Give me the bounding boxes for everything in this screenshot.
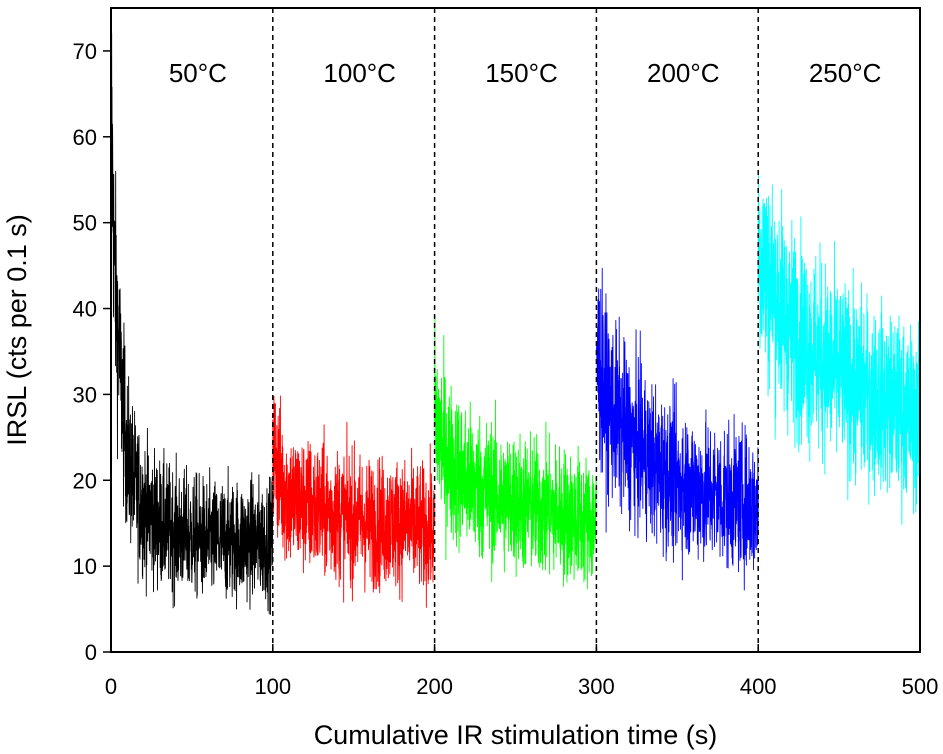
segment-label-4: 200°C [647, 58, 720, 88]
series-traces [110, 7, 921, 615]
segment-label-3: 150°C [485, 58, 558, 88]
series-trace-4 [595, 267, 759, 591]
y-axis-label: IRSL (cts per 0.1 s) [2, 214, 32, 446]
axis-ticks: 0 100 200 300 400 500 0 10 20 30 40 50 60 70 [73, 39, 939, 699]
x-tick-label: 0 [105, 674, 117, 699]
x-axis-label: Cumulative IR stimulation time (s) [314, 720, 718, 750]
series-trace-3 [434, 316, 597, 590]
segment-label-5: 250°C [809, 58, 882, 88]
y-tick-label: 40 [73, 297, 97, 322]
x-tick-label: 300 [578, 674, 615, 699]
y-tick-label: 30 [73, 382, 97, 407]
y-tick-label: 20 [73, 468, 97, 493]
x-tick-label: 400 [740, 674, 777, 699]
y-tick-label: 10 [73, 554, 97, 579]
y-tick-label: 70 [73, 39, 97, 64]
series-trace-5 [757, 173, 921, 525]
y-tick-label: 50 [73, 211, 97, 236]
x-tick-label: 500 [902, 674, 939, 699]
x-tick-label: 100 [254, 674, 291, 699]
x-tick-label: 200 [416, 674, 453, 699]
segment-label-1: 50°C [169, 58, 227, 88]
plot-frame [110, 7, 921, 653]
series-trace-1 [110, 7, 274, 615]
series-trace-2 [272, 395, 436, 608]
segment-label-2: 100°C [323, 58, 396, 88]
segment-labels: 50°C 100°C 150°C 200°C 250°C [169, 58, 882, 88]
y-tick-label: 0 [85, 640, 97, 665]
temperature-separators [272, 8, 759, 652]
y-tick-label: 60 [73, 125, 97, 150]
